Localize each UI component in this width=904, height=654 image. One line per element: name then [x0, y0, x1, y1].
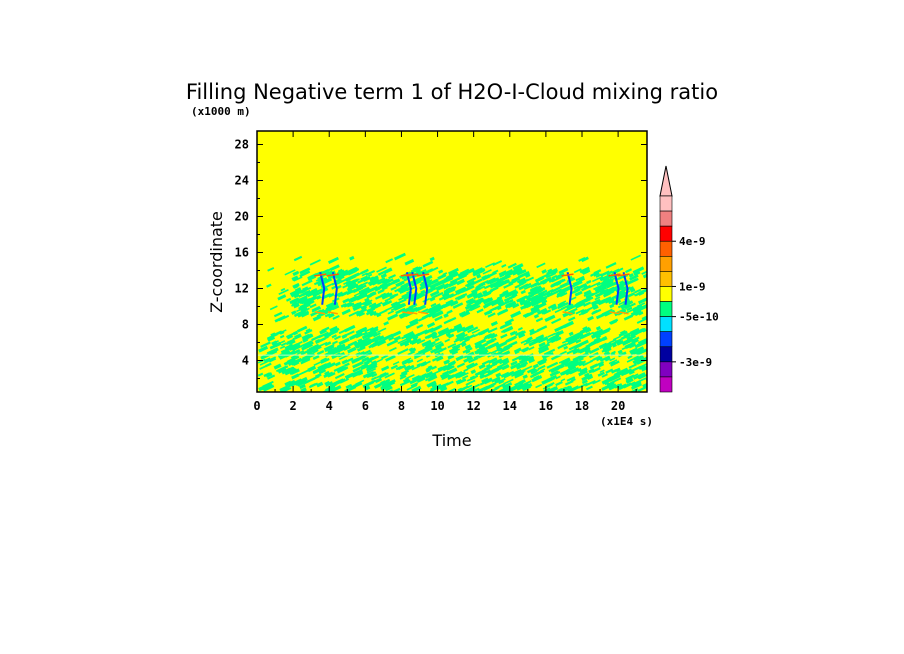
x-tick-label: 6	[362, 399, 369, 413]
colorbar-swatch	[659, 301, 673, 317]
y-tick-label: 16	[235, 246, 249, 260]
y-tick-label: 28	[235, 138, 249, 152]
y-axis: 4 8 12 16 20 24 28	[235, 138, 647, 379]
colorbar-extend-arrow	[659, 165, 673, 197]
y-tick-label: 20	[235, 210, 249, 224]
colorbar-swatch	[659, 210, 673, 227]
x-tick-label: 20	[611, 399, 625, 413]
chart-title: Filling Negative term 1 of H2O-I-Cloud m…	[186, 80, 718, 104]
field-region	[289, 266, 647, 319]
colorbar-swatch	[659, 376, 673, 393]
colorbar: 4e-9 1e-9 -5e-10 -3e-9	[659, 165, 719, 393]
colorbar-swatch	[659, 361, 673, 378]
colorbar-label: -5e-10	[679, 311, 719, 324]
x-tick-label: 16	[539, 399, 553, 413]
x-axis-label: Time	[431, 431, 471, 450]
colorbar-swatch	[659, 240, 673, 257]
x-tick-label: 4	[326, 399, 333, 413]
x-unit-label: (x1E4 s)	[600, 415, 653, 428]
x-tick-label: 0	[253, 399, 260, 413]
y-tick-label: 12	[235, 282, 249, 296]
colorbar-swatch	[659, 256, 673, 272]
x-tick-label: 18	[575, 399, 589, 413]
colorbar-label: 1e-9	[679, 280, 706, 293]
x-tick-label: 2	[289, 399, 296, 413]
x-tick-label: 10	[430, 399, 444, 413]
y-tick-label: 4	[242, 354, 249, 368]
y-axis-label: Z-coordinate	[207, 211, 226, 313]
colorbar-label: 4e-9	[679, 235, 706, 248]
colorbar-label: -3e-9	[679, 356, 712, 369]
colorbar-swatch	[659, 195, 673, 212]
x-tick-label: 12	[466, 399, 480, 413]
x-tick-label: 14	[503, 399, 517, 413]
x-tick-label: 8	[398, 399, 405, 413]
y-unit-label: (x1000 m)	[191, 105, 251, 118]
field-pattern	[257, 252, 647, 392]
colorbar-swatch	[659, 346, 673, 363]
colorbar-swatch	[659, 286, 673, 302]
colorbar-swatch	[659, 316, 673, 332]
y-tick-label: 24	[235, 174, 249, 188]
colorbar-swatch	[659, 225, 673, 242]
field-region	[257, 324, 647, 392]
plot-frame	[256, 130, 648, 393]
x-axis: 0 2 4 6 8 10 12 14 16 18 20	[253, 131, 637, 413]
y-tick-label: 8	[242, 318, 249, 332]
colorbar-swatch	[659, 331, 673, 348]
field-streaks	[314, 272, 630, 315]
colorbar-swatch	[659, 271, 673, 287]
